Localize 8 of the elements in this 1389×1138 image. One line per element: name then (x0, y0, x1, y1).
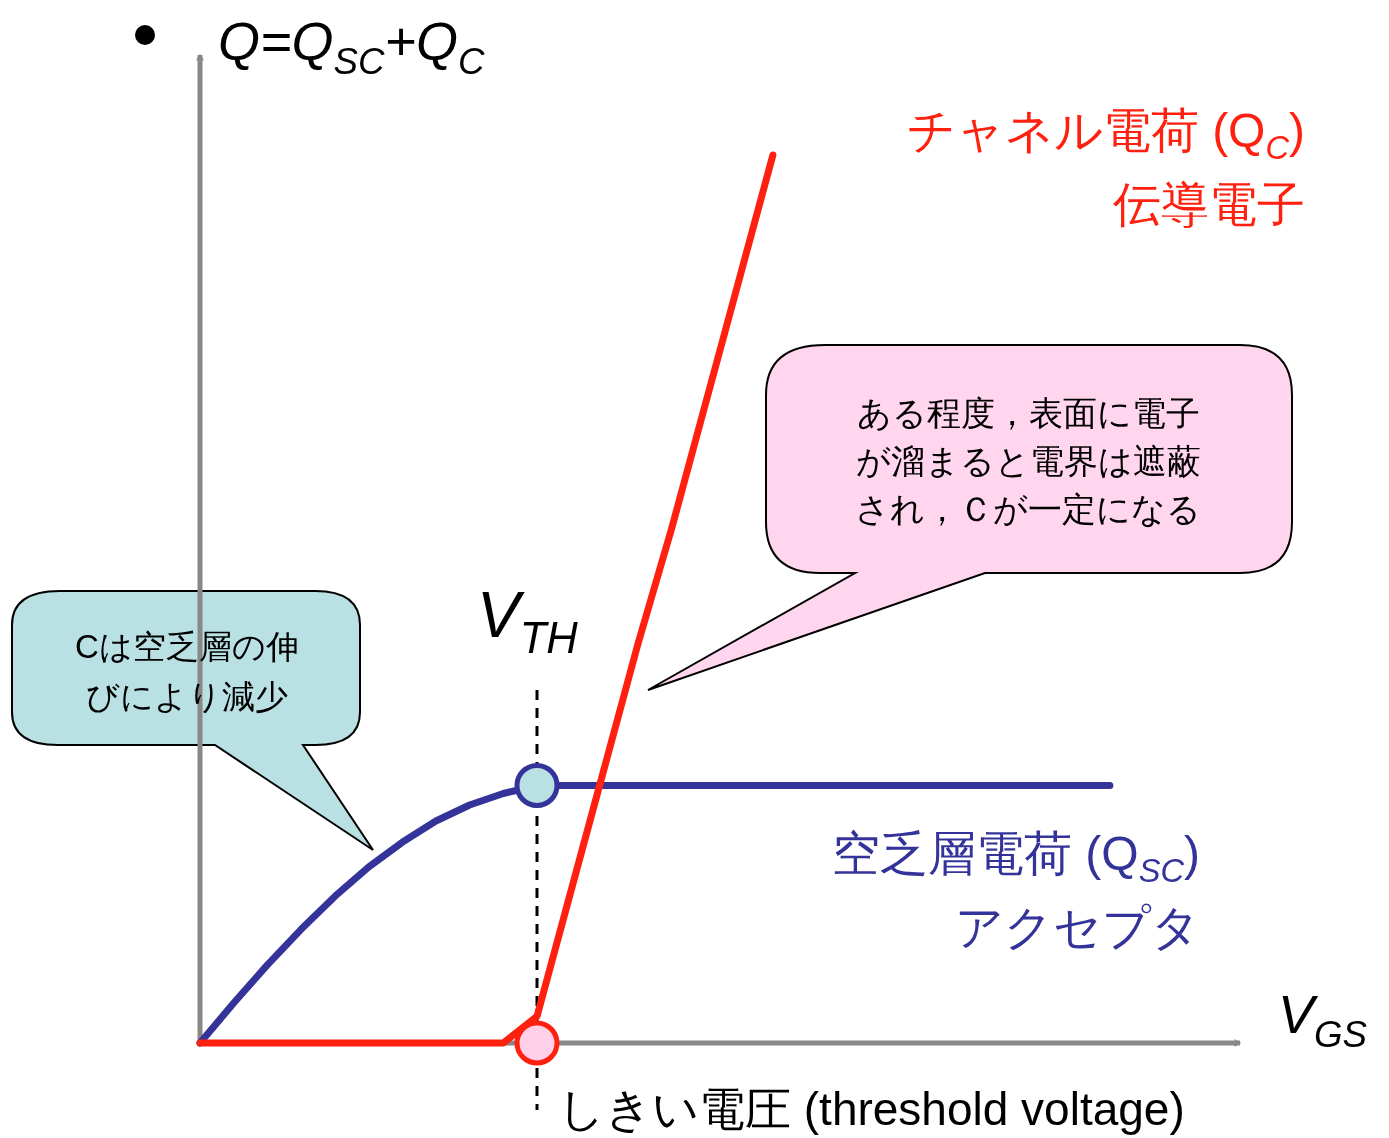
annotation: ある程度，表面に電子が溜まると電界は遮蔽され，Ｃが一定になる (855, 394, 1201, 528)
text: チャネル電荷 (Q$_{C}$) 伝導電子 (906, 104, 1305, 231)
text: しきい電圧 (threshold voltage) (558, 1083, 1185, 1135)
annotation: V$_{TH}$ (477, 579, 579, 662)
series-label: 空乏層電荷 (Q$_{SC}$) アクセプタ (832, 827, 1200, 954)
y-axis-title: Q=Q$_{SC}$+Q$_{C}$ (218, 11, 486, 82)
annotation: Cは空乏層の伸びにより減少 (75, 628, 299, 715)
x-axis-title: V$_{GS}$ (1278, 984, 1368, 1055)
